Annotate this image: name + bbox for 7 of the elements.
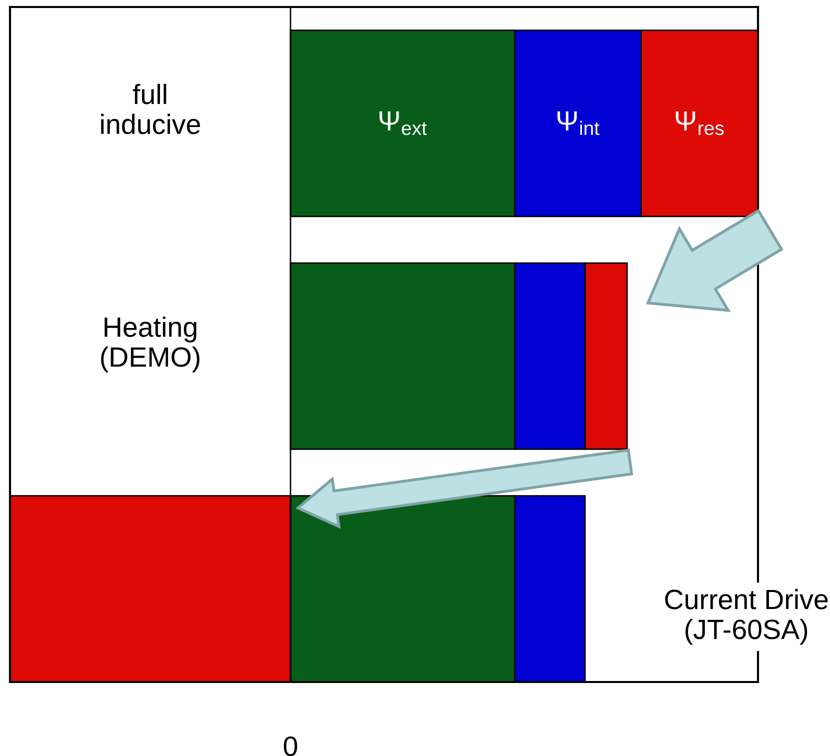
y-tick-label: Heating (DEMO): [101, 316, 200, 372]
series-label: Ψ$_{res}$: [676, 111, 724, 136]
y-tick-label: full inducive: [101, 84, 200, 134]
series-label: Ψ$_{int}$: [557, 111, 600, 136]
text: 0: [284, 736, 298, 756]
series-label: Ψ$_{ext}$: [380, 111, 427, 136]
y-tick-label: Current Drive (JT-60SA): [665, 588, 828, 645]
